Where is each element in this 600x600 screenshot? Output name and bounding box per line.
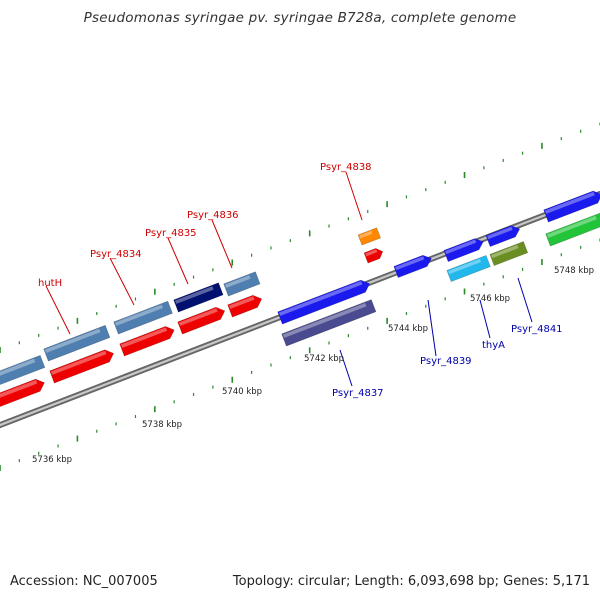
scale-label: 5736 kbp	[32, 455, 72, 465]
feature-Psyr_4838-a	[357, 227, 382, 246]
gene-features	[0, 190, 600, 409]
gene-label-psyr_4838[interactable]: Psyr_4838	[320, 162, 372, 173]
gene-label-psyr_4835[interactable]: Psyr_4835	[145, 228, 197, 239]
label-leaders	[45, 171, 533, 387]
feature-blue-6	[485, 225, 521, 247]
scale-label: 5738 kbp	[142, 420, 182, 430]
leader-line	[427, 299, 437, 357]
leader-line	[167, 237, 189, 285]
feature-red-5	[227, 294, 263, 318]
leader-line	[339, 349, 353, 387]
leader-line	[109, 257, 135, 306]
genome-summary: Topology: circular; Length: 6,093,698 bp…	[232, 574, 590, 589]
feature-red-2	[49, 349, 115, 384]
scale-label: 5742 kbp	[304, 354, 344, 364]
leader-line	[345, 171, 363, 221]
feature-Psyr_4841	[489, 241, 529, 266]
leader-line	[517, 277, 533, 323]
feature-blue-3	[113, 300, 173, 335]
gene-label-psyr_4839[interactable]: Psyr_4839	[420, 356, 472, 367]
feature-blue-2	[43, 324, 111, 362]
gene-label-thya[interactable]: thyA	[482, 340, 505, 351]
scale-label: 5748 kbp	[554, 266, 594, 276]
scale-label: 5740 kbp	[222, 387, 262, 397]
map-title: Pseudomonas syringae pv. syringae B728a,…	[83, 10, 517, 26]
feature-green-1	[545, 212, 600, 247]
feature-Psyr_4838-b	[363, 248, 384, 264]
leader-line	[479, 299, 491, 339]
feature-thyA	[446, 254, 491, 282]
gene-label-psyr_4841[interactable]: Psyr_4841	[511, 324, 563, 335]
feature-red-4	[177, 306, 226, 335]
feature-red-3	[119, 326, 175, 357]
accession-text: Accession: NC_007005	[10, 574, 158, 589]
gene-label-huth[interactable]: hutH	[38, 278, 62, 289]
feature-blue-5	[443, 238, 484, 262]
feature-Psyr_4837	[281, 299, 377, 347]
feature-red-1	[0, 378, 45, 409]
feature-blue-1	[0, 354, 46, 387]
scale-labels: 5736 kbp 5738 kbp 5740 kbp 5742 kbp 5744 kbp…	[32, 266, 594, 465]
scale-label: 5746 kbp	[470, 294, 510, 304]
feature-Psyr_4836	[223, 271, 261, 297]
feature-hutH	[173, 282, 224, 313]
gene-label-psyr_4834[interactable]: Psyr_4834	[90, 249, 142, 260]
feature-blue-4	[277, 279, 371, 325]
leader-line	[45, 285, 71, 335]
tick-marks	[0, 122, 600, 471]
leader-line	[211, 219, 233, 269]
gene-label-psyr_4836[interactable]: Psyr_4836	[187, 210, 239, 221]
gene-label-psyr_4837[interactable]: Psyr_4837	[332, 388, 384, 399]
scale-label: 5744 kbp	[388, 324, 428, 334]
feature-Psyr_4839	[393, 254, 432, 278]
